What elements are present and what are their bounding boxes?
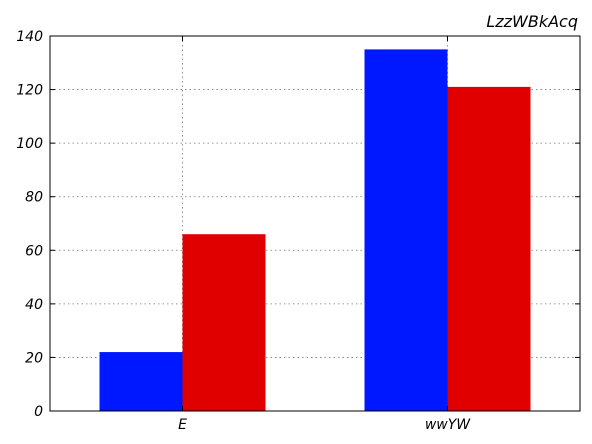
x-tick-label: wwYW: [425, 417, 471, 433]
bar-series2-E: [182, 234, 266, 411]
y-tick-label: 80: [25, 190, 43, 206]
bar-series1-E: [99, 352, 183, 411]
y-tick-label: 20: [25, 350, 43, 366]
y-tick-label: 120: [16, 83, 43, 99]
y-tick-label: 60: [25, 243, 43, 259]
bar-series2-wwYW: [447, 86, 531, 412]
y-tick-label: 100: [16, 136, 43, 152]
y-tick-label: 0: [34, 404, 43, 420]
x-tick-label: E: [178, 417, 187, 433]
bars: [99, 49, 531, 412]
chart-title: LzzWBkAcq: [486, 12, 578, 31]
tick-marks: [50, 35, 580, 412]
bar-series1-wwYW: [364, 49, 448, 412]
plot-frame: [49, 35, 581, 412]
y-tick-labels: 0 20 40 60 80 100 120 140: [16, 29, 43, 420]
y-tick-label: 40: [25, 297, 43, 313]
y-tick-label: 140: [16, 29, 43, 45]
